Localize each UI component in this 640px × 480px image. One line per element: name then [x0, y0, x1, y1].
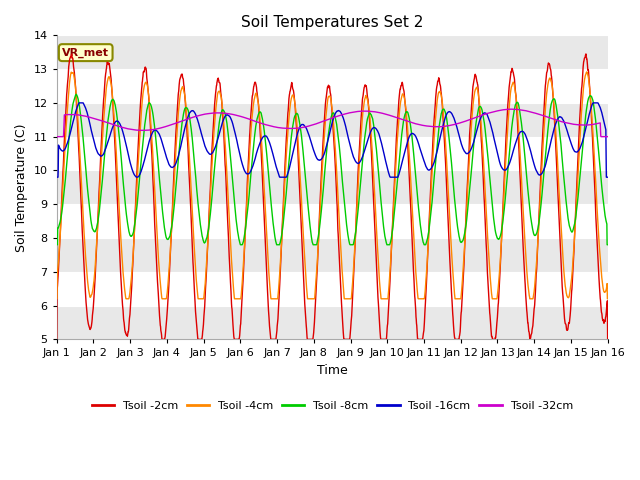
Bar: [57, 272, 607, 306]
Bar: [57, 69, 607, 103]
X-axis label: Time: Time: [317, 364, 348, 377]
Text: VR_met: VR_met: [62, 48, 109, 58]
Y-axis label: Soil Temperature (C): Soil Temperature (C): [15, 123, 28, 252]
Bar: [57, 238, 607, 272]
Bar: [57, 103, 607, 137]
Bar: [57, 137, 607, 170]
Legend: Tsoil -2cm, Tsoil -4cm, Tsoil -8cm, Tsoil -16cm, Tsoil -32cm: Tsoil -2cm, Tsoil -4cm, Tsoil -8cm, Tsoi…: [87, 396, 577, 416]
Bar: [57, 204, 607, 238]
Bar: [57, 306, 607, 339]
Bar: [57, 36, 607, 69]
Bar: [57, 170, 607, 204]
Title: Soil Temperatures Set 2: Soil Temperatures Set 2: [241, 15, 423, 30]
